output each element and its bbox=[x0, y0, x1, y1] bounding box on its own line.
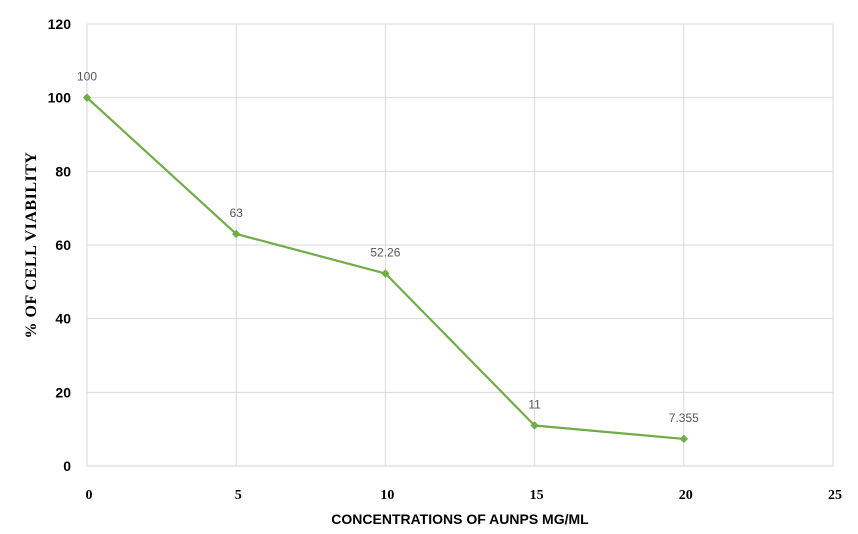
x-tick-label: 25 bbox=[828, 488, 842, 503]
y-tick-label: 100 bbox=[48, 90, 72, 106]
data-point-marker bbox=[381, 269, 390, 278]
data-label: 52.26 bbox=[370, 246, 400, 260]
data-point-marker bbox=[679, 434, 688, 444]
x-axis-label: CONCENTRATIONS OF AUNPS MG/ML bbox=[331, 511, 589, 527]
y-tick-label: 60 bbox=[55, 237, 71, 253]
x-axis-ticks: 0 5 10 15 20 25 bbox=[86, 488, 843, 503]
data-point-marker bbox=[232, 229, 241, 239]
x-tick-label: 20 bbox=[679, 488, 693, 503]
data-labels: 100 63 52.26 11 7.355 bbox=[77, 70, 699, 425]
y-tick-label: 80 bbox=[55, 163, 71, 179]
x-tick-label: 5 bbox=[235, 488, 242, 503]
y-axis-ticks: 0 20 40 60 80 100 120 bbox=[48, 16, 72, 474]
data-point-marker bbox=[530, 421, 539, 430]
data-label: 63 bbox=[230, 206, 244, 220]
data-label: 100 bbox=[77, 70, 97, 84]
y-tick-label: 0 bbox=[63, 458, 71, 474]
y-tick-label: 20 bbox=[55, 384, 71, 400]
x-tick-label: 10 bbox=[380, 488, 394, 503]
gridlines bbox=[86, 23, 834, 467]
data-label: 7.355 bbox=[669, 411, 699, 425]
x-tick-label: 0 bbox=[86, 488, 93, 503]
y-axis-label: % OF CELL VIABILITY bbox=[23, 152, 40, 339]
x-tick-label: 15 bbox=[530, 488, 544, 503]
y-tick-label: 120 bbox=[48, 16, 72, 32]
data-label: 11 bbox=[528, 397, 541, 411]
series-layer bbox=[82, 93, 688, 444]
y-tick-label: 40 bbox=[55, 311, 71, 327]
data-point-marker bbox=[82, 93, 92, 102]
